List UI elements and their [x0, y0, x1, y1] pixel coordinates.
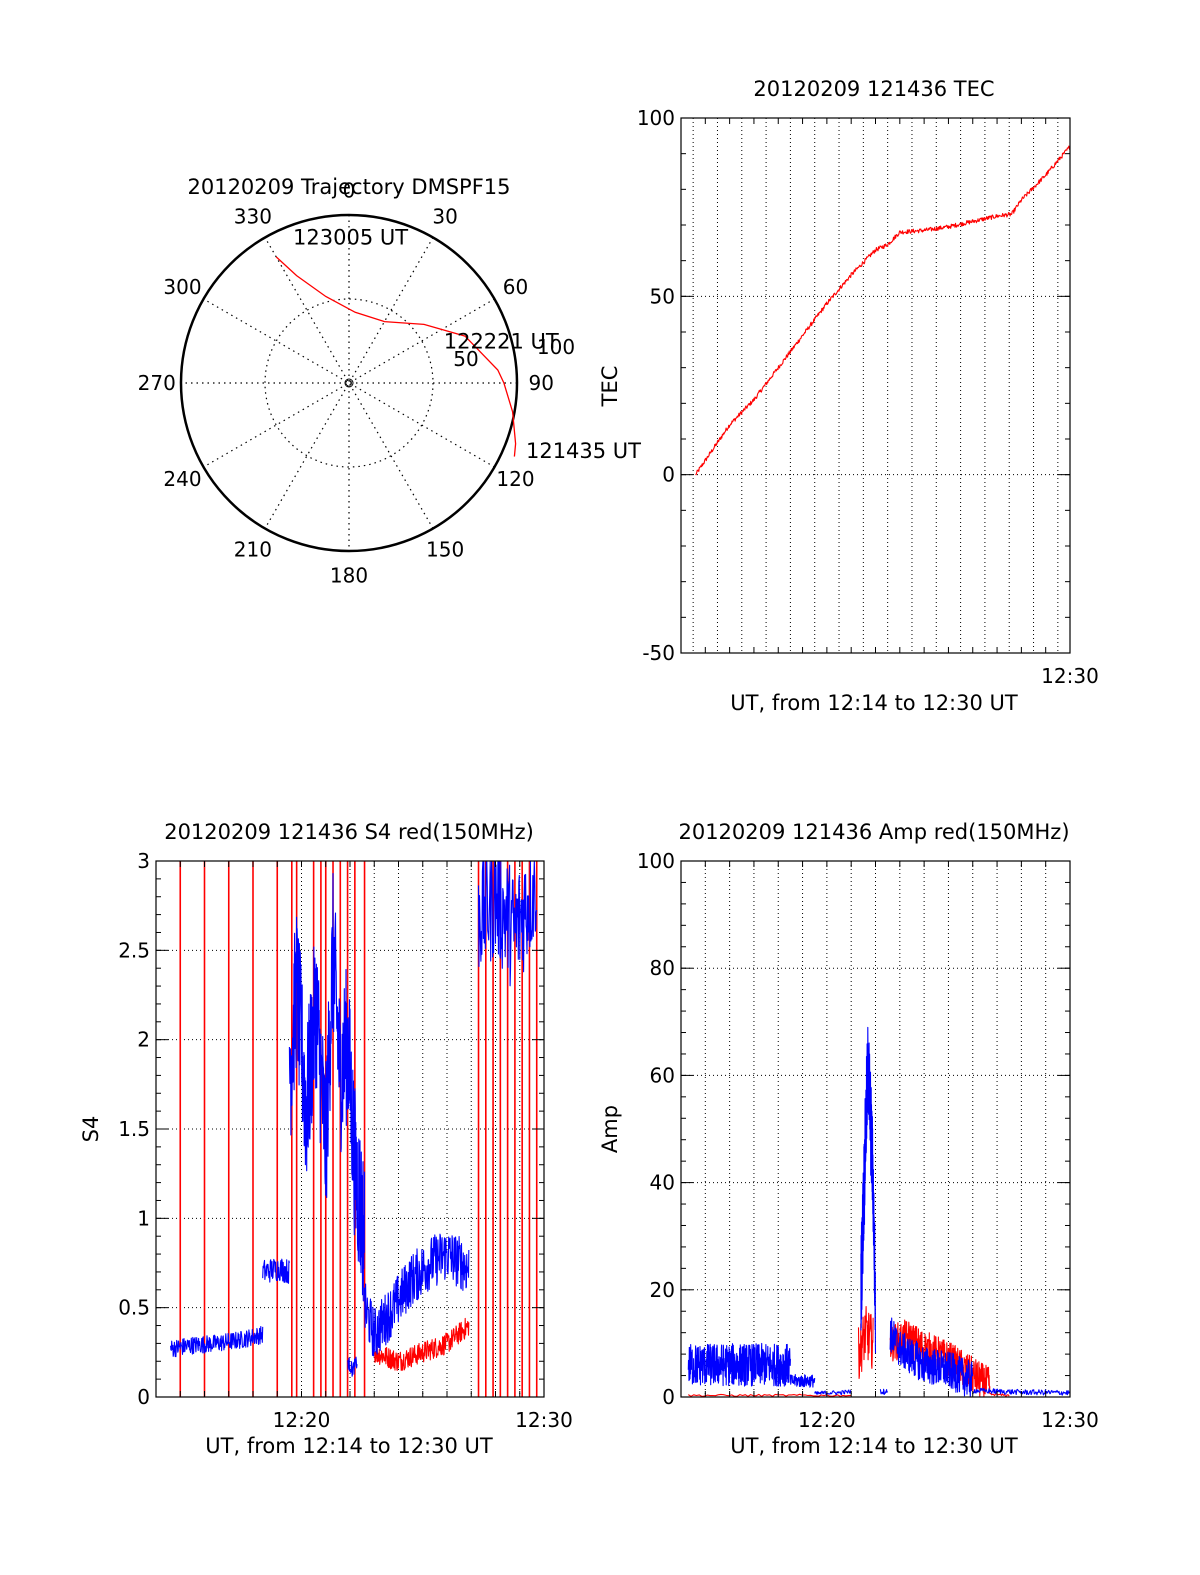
polar-grid: [179, 213, 519, 553]
polar-angle-label: 180: [330, 563, 368, 587]
tec-ytick-label: -50: [642, 641, 675, 665]
polar-angle-label: 270: [138, 371, 176, 395]
polar-angle-label: 240: [163, 467, 201, 491]
tec-panel: 20120209 121436 TEC TEC UT, from 12:14 t…: [598, 77, 1099, 715]
trajectory-time-label: 121435 UT: [526, 439, 641, 463]
s4-ytick-label: 1: [137, 1206, 150, 1230]
polar-radial-label: 100: [537, 335, 575, 359]
tec-ylabel: TEC: [598, 366, 622, 408]
amp-ytick-label: 60: [650, 1063, 675, 1087]
s4-ytick-label: 1.5: [118, 1117, 150, 1141]
s4-ytick-label: 0: [137, 1385, 150, 1409]
amp-blue-trace-1: [789, 1374, 816, 1388]
tec-ytick-label: 100: [637, 106, 675, 130]
amp-xlabel: UT, from 12:14 to 12:30 UT: [730, 1434, 1018, 1458]
tec-plot-area: -50 0 50 100 12:30: [637, 106, 1099, 688]
amp-series-blue: [687, 1026, 1071, 1398]
s4-ticks: [155, 860, 545, 1398]
polar-angle-label: 150: [426, 538, 464, 562]
tec-ytick-label: 0: [662, 463, 675, 487]
tec-red-trace-0: [695, 145, 1071, 476]
amp-title: 20120209 121436 Amp red(150MHz): [678, 820, 1069, 844]
s4-ytick-label: 2: [137, 1028, 150, 1052]
amp-ticks: [680, 860, 1071, 1398]
s4-panel: 20120209 121436 S4 red(150MHz) S4 UT, fr…: [79, 820, 573, 1458]
polar-angle-label: 120: [496, 467, 534, 491]
polar-angle-label: 60: [503, 275, 528, 299]
amp-plot-area: 0 20 40 60 80 100 12:20 12:30: [637, 849, 1099, 1432]
s4-plot-area: 0 0.5 1 1.5 2 2.5 3 12:20 12:30: [118, 849, 573, 1432]
s4-series-blue: [170, 860, 538, 1377]
polar-spoke-120: [203, 298, 495, 468]
amp-red-trace-0: [688, 1393, 852, 1397]
polar-angle-label: 300: [163, 275, 201, 299]
polar-spoke-30: [264, 237, 434, 529]
trajectory-line: [275, 256, 517, 457]
trajectory-title: 20120209 Trajectory DMSPF15: [187, 175, 510, 199]
polar-angle-labels: 0 30 60 90 120 150 180 210 240 270 300 330: [138, 179, 554, 588]
s4-ytick-label: 3: [137, 849, 150, 873]
tec-title: 20120209 121436 TEC: [753, 77, 994, 101]
s4-red-trace-0: [373, 1317, 470, 1371]
amp-xtick-label: 12:30: [1041, 1408, 1099, 1432]
amp-xtick-label: 12:20: [798, 1408, 856, 1432]
amp-blue-trace-2: [814, 1389, 852, 1396]
amp-blue-trace-0: [687, 1342, 791, 1387]
tec-ytick-label: 50: [650, 284, 675, 308]
s4-blue-trace-3: [347, 1356, 358, 1377]
polar-angle-label: 0: [343, 179, 356, 203]
polar-spoke-150: [264, 237, 434, 529]
s4-series-red: [373, 1317, 470, 1371]
amp-red-trace-1: [857, 1306, 874, 1380]
tec-ticks: [680, 117, 1071, 654]
tec-xlabel: UT, from 12:14 to 12:30 UT: [730, 691, 1018, 715]
polar-angle-label: 330: [234, 204, 272, 228]
amp-blue-trace-4: [879, 1388, 888, 1395]
s4-blue-trace-4: [363, 1233, 470, 1357]
trajectory-panel: 20120209 Trajectory DMSPF15 0 30 60 90 120 15…: [138, 175, 642, 587]
amp-grid: [681, 861, 1070, 1397]
amp-series-red: [688, 1306, 1010, 1398]
s4-xtick-label: 12:30: [515, 1408, 573, 1432]
amp-ytick-label: 0: [662, 1385, 675, 1409]
polar-radial-label: 50: [453, 347, 478, 371]
s4-red-spikes: [179, 861, 538, 1397]
amp-panel: 20120209 121436 Amp red(150MHz) Amp UT, …: [598, 820, 1099, 1458]
tec-xtick-label: 12:30: [1041, 664, 1099, 688]
polar-radial-labels: 50 100: [453, 335, 575, 371]
trajectory-time-label: 123005 UT: [293, 226, 408, 250]
s4-title: 20120209 121436 S4 red(150MHz): [164, 820, 534, 844]
trajectory-time-label: 122221 UT: [444, 330, 559, 354]
tec-axes-frame: [680, 117, 1071, 654]
polar-spoke-60: [203, 298, 495, 468]
tec-series-red: [695, 145, 1071, 476]
s4-ylabel: S4: [79, 1116, 103, 1143]
polar-angle-label: 90: [529, 371, 554, 395]
s4-ytick-label: 0.5: [118, 1296, 150, 1320]
s4-blue-trace-0: [170, 1325, 264, 1358]
s4-xtick-label: 12:20: [273, 1408, 331, 1432]
tec-grid: [681, 118, 1070, 653]
amp-blue-trace-5: [889, 1317, 974, 1398]
s4-blue-trace-1: [262, 1258, 290, 1284]
amp-red-trace-3: [989, 1392, 1010, 1397]
amp-ylabel: Amp: [598, 1105, 622, 1153]
amp-ytick-label: 40: [650, 1171, 675, 1195]
s4-blue-trace-2: [288, 872, 366, 1302]
trajectory-annotations: 123005 UT 122221 UT 121435 UT: [293, 226, 641, 464]
s4-xlabel: UT, from 12:14 to 12:30 UT: [205, 1434, 493, 1458]
amp-ytick-label: 100: [637, 849, 675, 873]
amp-ytick-label: 20: [650, 1278, 675, 1302]
amp-blue-trace-3: [860, 1026, 877, 1354]
s4-blue-trace-5: [477, 860, 538, 987]
amp-ytick-label: 80: [650, 956, 675, 980]
polar-angle-label: 210: [234, 538, 272, 562]
s4-ytick-label: 2.5: [118, 938, 150, 962]
polar-angle-label: 30: [432, 204, 457, 228]
trajectory-series: [275, 256, 517, 457]
